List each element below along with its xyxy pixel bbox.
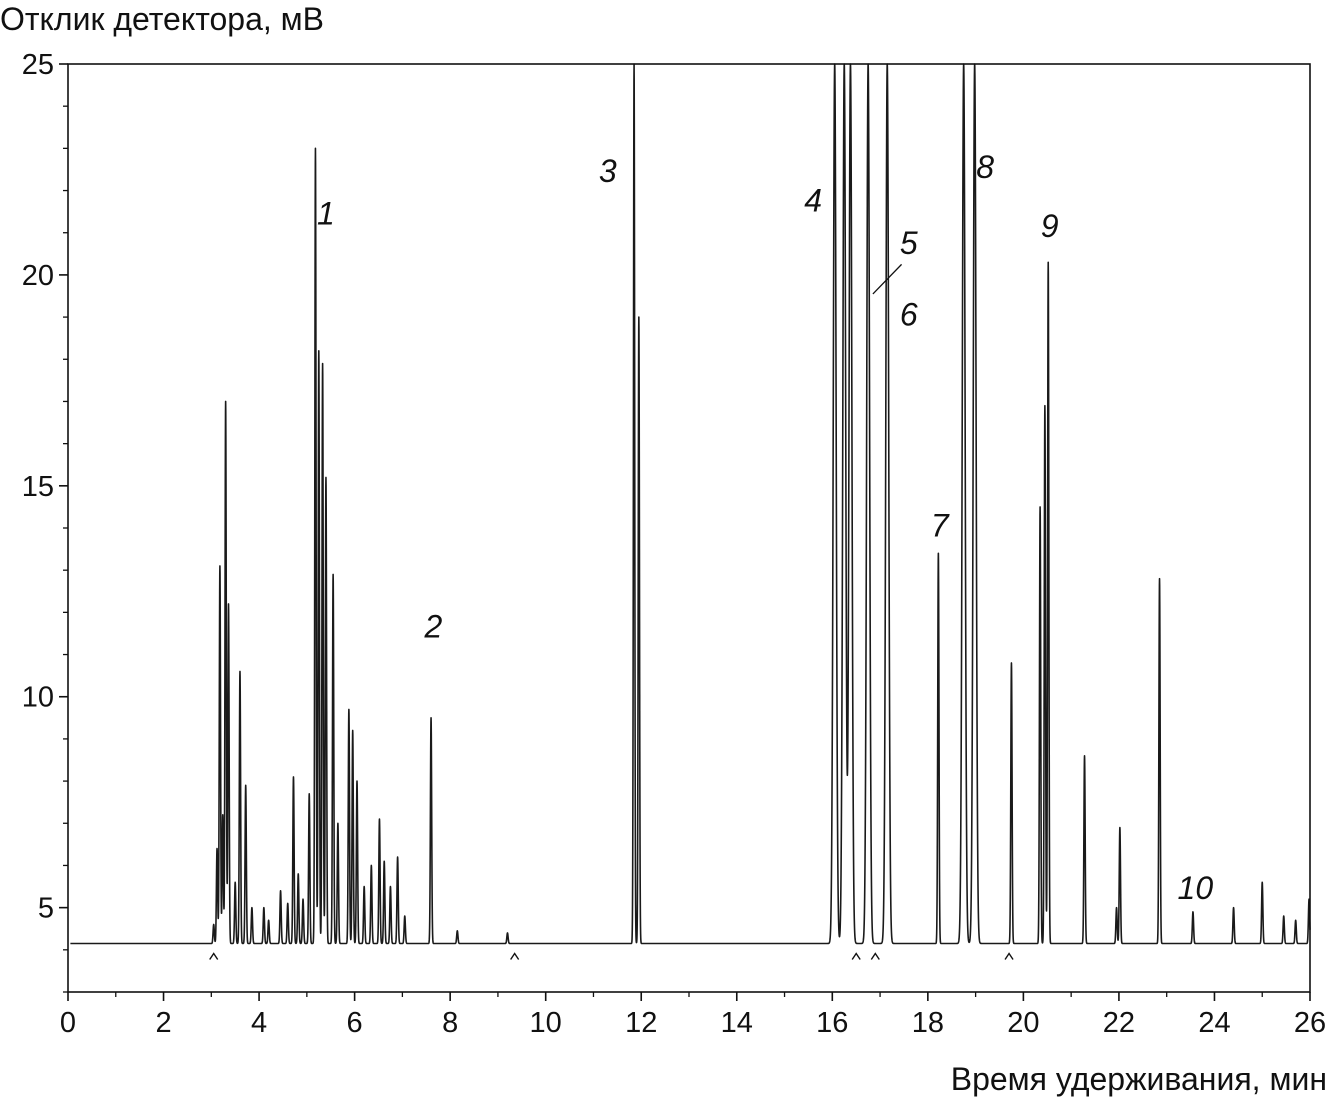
peak-label-8: 8 bbox=[976, 149, 994, 185]
x-tick-label: 4 bbox=[251, 1007, 267, 1039]
y-axis-title: Отклик детектора, мВ bbox=[0, 1, 324, 37]
integration-mark bbox=[209, 952, 219, 960]
peak-label-7: 7 bbox=[931, 507, 950, 543]
integration-marks bbox=[209, 952, 1014, 960]
peak-label-2: 2 bbox=[424, 609, 443, 645]
x-tick-label: 18 bbox=[912, 1007, 944, 1039]
x-axis-title: Время удерживания, мин bbox=[951, 1061, 1327, 1097]
axis-ticks bbox=[59, 63, 1311, 1001]
y-tick-label: 25 bbox=[22, 49, 54, 81]
peak-label-5: 5 bbox=[900, 225, 918, 261]
y-tick-label: 10 bbox=[22, 682, 54, 714]
y-tick-label: 5 bbox=[38, 893, 54, 925]
integration-mark bbox=[870, 952, 880, 960]
integration-mark bbox=[510, 952, 520, 960]
peak-label-1: 1 bbox=[317, 195, 335, 231]
peak-5-leader-line bbox=[872, 263, 903, 295]
x-tick-label: 2 bbox=[155, 1007, 171, 1039]
x-tick-label: 12 bbox=[625, 1007, 657, 1039]
x-tick-label: 14 bbox=[721, 1007, 753, 1039]
plot-area-frame bbox=[67, 63, 1311, 993]
peak-label-6: 6 bbox=[900, 297, 918, 333]
peak-annotations: 1 2 3 4 5 6 7 8 9 10 bbox=[317, 149, 1213, 906]
x-tick-label: 8 bbox=[442, 1007, 458, 1039]
peak-label-10: 10 bbox=[1178, 870, 1214, 906]
x-tick-label: 20 bbox=[1007, 1007, 1039, 1039]
chromatogram-trace bbox=[69, 63, 1311, 945]
integration-mark bbox=[1004, 952, 1014, 960]
x-tick-label: 0 bbox=[60, 1007, 76, 1039]
x-tick-label: 6 bbox=[347, 1007, 363, 1039]
x-tick-label: 22 bbox=[1103, 1007, 1135, 1039]
x-tick-label: 16 bbox=[816, 1007, 848, 1039]
peak-label-9: 9 bbox=[1041, 208, 1059, 244]
x-tick-label: 10 bbox=[530, 1007, 562, 1039]
peak-label-3: 3 bbox=[599, 153, 617, 189]
y-tick-label: 15 bbox=[22, 471, 54, 503]
x-tick-label: 24 bbox=[1198, 1007, 1230, 1039]
y-tick-label: 20 bbox=[22, 260, 54, 292]
peak-label-4: 4 bbox=[804, 183, 822, 219]
x-tick-label: 26 bbox=[1294, 1007, 1326, 1039]
integration-mark bbox=[851, 952, 861, 960]
